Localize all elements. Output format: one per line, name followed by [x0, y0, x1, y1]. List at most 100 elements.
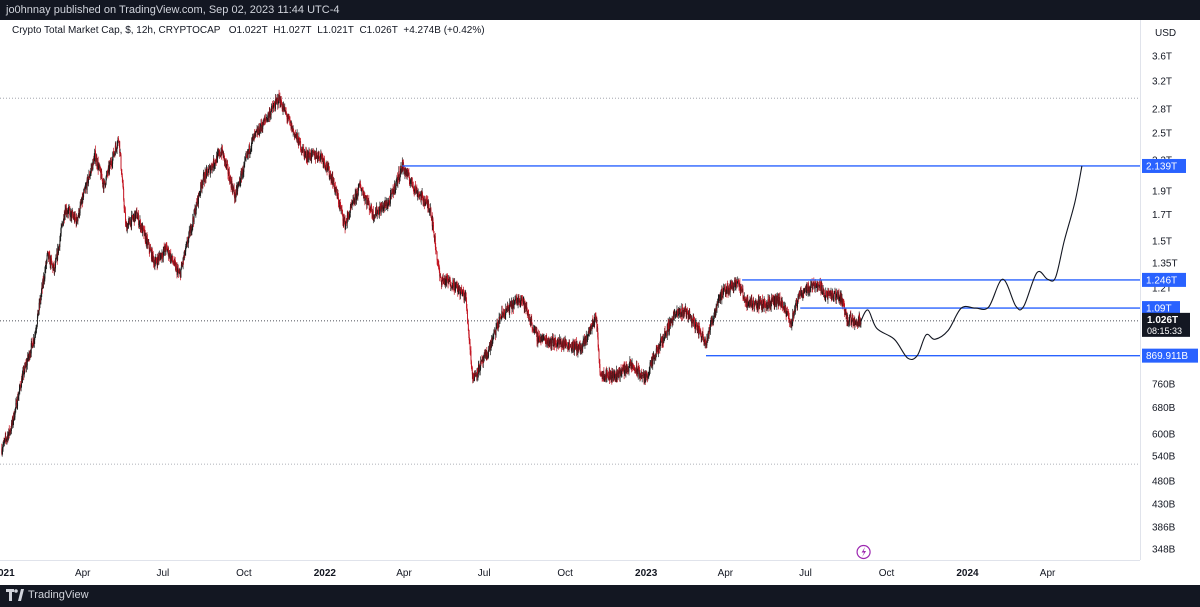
candle: [469, 338, 471, 355]
candle-body: [499, 317, 501, 323]
candle-body: [302, 147, 304, 152]
candle: [369, 206, 371, 213]
candle-body: [95, 150, 96, 162]
candle-body: [325, 168, 327, 170]
candle: [429, 208, 431, 216]
candle: [634, 365, 636, 374]
candle-body: [490, 343, 492, 348]
candle-body: [1, 450, 3, 454]
y-tick-label: 480B: [1152, 477, 1176, 488]
candle-body: [90, 170, 92, 174]
candle-body: [129, 219, 131, 224]
candle-body: [172, 262, 174, 265]
candle-body: [200, 182, 202, 193]
candle-body: [572, 342, 574, 348]
candle-body: [502, 312, 504, 315]
candle-body: [641, 375, 643, 378]
candle-body: [271, 105, 273, 111]
candle-body: [407, 171, 409, 176]
candle-body: [392, 189, 394, 193]
candle-body: [92, 159, 94, 170]
candle-body: [352, 203, 354, 204]
candle-body: [717, 299, 719, 303]
chart-area[interactable]: USD3.6T3.2T2.8T2.5T2.2T1.9T1.7T1.5T1.35T…: [0, 20, 1200, 585]
y-tick-label: 1.9T: [1152, 186, 1172, 197]
candle: [511, 300, 513, 313]
candle: [60, 223, 62, 237]
candle: [356, 193, 357, 205]
candle: [273, 100, 275, 106]
candle-body: [264, 118, 266, 120]
candle-body: [48, 254, 50, 255]
candle: [569, 339, 571, 350]
candle-body: [121, 174, 123, 177]
candle-body: [148, 242, 150, 250]
candle: [433, 231, 435, 238]
candle-body: [185, 246, 187, 252]
candle-body: [440, 276, 442, 281]
candle: [97, 156, 99, 175]
candle: [132, 214, 133, 220]
candle: [215, 158, 217, 164]
candle: [180, 269, 182, 279]
candle-body: [446, 277, 448, 284]
candle-body: [305, 154, 306, 156]
candle-body: [588, 330, 589, 337]
candle: [119, 140, 121, 157]
candle: [114, 141, 116, 156]
candle-body: [563, 342, 565, 346]
candle-body: [152, 252, 154, 257]
candle: [132, 213, 134, 222]
candle-body: [398, 171, 400, 180]
candle-body: [597, 337, 599, 348]
candle-body: [380, 205, 382, 214]
candle-body: [339, 203, 341, 206]
candle-body: [287, 115, 289, 119]
candle-body: [227, 164, 229, 166]
candle-body: [477, 373, 479, 376]
candle-body: [660, 338, 662, 342]
candle-body: [463, 289, 464, 294]
candle-body: [240, 173, 242, 183]
candle-body: [620, 369, 622, 376]
candle-body: [404, 171, 406, 175]
candle-body: [422, 193, 423, 196]
candle-body: [639, 373, 641, 377]
candle-body: [513, 302, 515, 309]
candle-body: [547, 339, 549, 342]
candle: [88, 179, 89, 187]
candle: [318, 151, 320, 162]
candle: [410, 178, 412, 187]
candle-body: [34, 332, 36, 336]
candle-body: [363, 194, 365, 199]
candle-body: [254, 133, 256, 136]
candle-body: [172, 255, 173, 261]
candle: [673, 308, 675, 321]
candle-body: [326, 163, 328, 169]
candle-body: [38, 310, 40, 315]
candle-body: [487, 355, 489, 359]
candle-body: [195, 201, 197, 211]
candle-body: [435, 246, 437, 251]
candle: [38, 310, 40, 316]
candle: [154, 257, 155, 269]
candle-body: [460, 287, 462, 290]
candle-body: [174, 261, 176, 264]
candle-body: [549, 341, 551, 344]
candle: [528, 309, 530, 321]
candle-body: [441, 280, 443, 282]
candle-body: [60, 233, 62, 237]
candle-body: [99, 166, 101, 172]
candle-body: [621, 369, 623, 375]
candle-body: [663, 337, 665, 339]
candle-body: [242, 172, 244, 175]
candle-body: [322, 158, 324, 165]
candle-body: [286, 115, 288, 119]
candle: [123, 198, 125, 213]
candle: [394, 189, 396, 195]
candle-body: [195, 210, 197, 215]
candle-body: [59, 236, 61, 240]
candle: [420, 190, 422, 205]
price-chart[interactable]: USD3.6T3.2T2.8T2.5T2.2T1.9T1.7T1.5T1.35T…: [0, 20, 1200, 585]
candle-body: [481, 359, 482, 362]
